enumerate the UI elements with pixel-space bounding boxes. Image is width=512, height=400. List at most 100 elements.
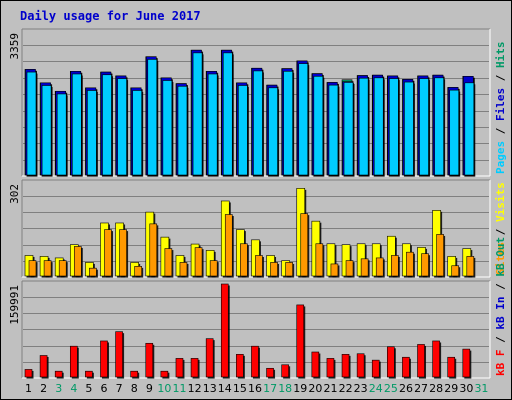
- bar-sites-day-1: [28, 260, 37, 277]
- bar-kbf-day-18: [281, 364, 289, 378]
- bar-pages-day-10: [162, 80, 173, 176]
- bar-kbf-day-6: [100, 340, 108, 378]
- bar-kbf-day-24: [371, 359, 380, 378]
- bar-sites-day-17: [270, 262, 278, 277]
- bar-kbf-day-21: [326, 358, 335, 378]
- bar-pages-day-20: [313, 76, 324, 176]
- bar-kbf-day-7: [115, 331, 123, 378]
- bar-pages-day-23: [358, 77, 369, 176]
- bar-pages-day-12: [192, 52, 203, 176]
- bar-sites-day-15: [240, 243, 248, 277]
- bar-sites-day-9: [149, 223, 158, 277]
- bar-sites-day-8: [134, 266, 142, 277]
- legend-separator: /: [494, 68, 507, 88]
- legend-separator: /: [494, 277, 507, 297]
- x-tick-label-day-4: 4: [70, 382, 77, 395]
- bar-kbf-day-15: [236, 354, 244, 378]
- bar-sites-day-25: [391, 255, 399, 277]
- legend-entry: kB Out: [494, 237, 507, 277]
- bar-pages-day-24: [373, 77, 384, 176]
- bar-kbf-day-28: [432, 340, 440, 378]
- x-tick-label-day-19: 19: [293, 382, 307, 395]
- bar-kbf-day-12: [190, 358, 199, 378]
- bar-pages-day-18: [283, 71, 293, 176]
- bar-pages-day-7: [117, 78, 127, 176]
- bar-pages-day-1: [26, 71, 37, 176]
- bar-kbf-day-30: [462, 348, 471, 378]
- bar-kbf-day-29: [447, 356, 456, 378]
- bar-sites-day-20: [315, 243, 324, 277]
- bar-sites-day-6: [104, 229, 112, 277]
- bar-sites-day-16: [255, 255, 263, 277]
- bar-pages-day-30: [464, 82, 475, 176]
- x-tick-label-day-23: 23: [354, 382, 368, 395]
- bar-pages-day-2: [41, 85, 52, 176]
- bar-sites-day-5: [89, 267, 97, 277]
- bar-pages-day-6: [102, 74, 112, 176]
- bar-pages-day-25: [389, 78, 399, 176]
- x-tick-label-day-18: 18: [278, 382, 292, 395]
- x-tick-label-day-17: 17: [263, 382, 277, 395]
- x-tick-label-day-16: 16: [248, 382, 262, 395]
- bar-kbf-day-5: [85, 370, 93, 378]
- y-max-label: 3359: [8, 33, 21, 60]
- x-tick-label-day-30: 30: [459, 382, 473, 395]
- x-tick-label-day-1: 1: [25, 382, 32, 395]
- x-tick-label-day-6: 6: [101, 382, 108, 395]
- bar-kbf-day-8: [130, 370, 138, 378]
- bar-kbf-day-10: [160, 370, 169, 378]
- x-tick-label-day-2: 2: [40, 382, 47, 395]
- bar-kbf-day-11: [175, 358, 184, 378]
- bar-sites-day-12: [194, 247, 203, 277]
- chart-title: Daily usage for June 2017: [20, 9, 201, 23]
- x-tick-label-day-14: 14: [218, 382, 232, 395]
- bar-pages-day-9: [147, 59, 158, 176]
- bar-kbf-day-14: [220, 283, 229, 378]
- bar-pages-day-5: [87, 90, 97, 176]
- bar-sites-day-29: [451, 265, 460, 277]
- bar-kbf-day-13: [205, 338, 214, 378]
- bar-kbf-day-25: [387, 346, 395, 378]
- x-tick-label-day-7: 7: [116, 382, 123, 395]
- bar-sites-day-18: [285, 262, 293, 277]
- bar-sites-day-13: [209, 260, 218, 277]
- bar-sites-day-22: [345, 260, 354, 277]
- legend-entry: Sites: [494, 242, 507, 275]
- legend-entry: kB F: [494, 350, 507, 377]
- bar-kbf-day-26: [402, 356, 410, 378]
- bar-sites-day-21: [330, 263, 339, 277]
- x-tick-label-day-9: 9: [146, 382, 153, 395]
- bar-pages-day-13: [207, 73, 218, 176]
- bar-kbf-day-23: [356, 353, 365, 378]
- bar-sites-day-24: [375, 257, 384, 277]
- bar-sites-day-14: [224, 214, 233, 277]
- y-max-label: 302: [8, 184, 21, 204]
- bar-pages-day-8: [132, 90, 142, 176]
- bar-kbf-day-3: [54, 370, 63, 378]
- bar-sites-day-7: [119, 229, 127, 277]
- bar-sites-day-23: [360, 258, 369, 277]
- x-tick-label-day-20: 20: [308, 382, 322, 395]
- bar-sites-day-19: [300, 213, 309, 277]
- bar-pages-day-3: [56, 93, 67, 176]
- x-tick-label-day-27: 27: [414, 382, 428, 395]
- bar-kbf-day-4: [69, 345, 78, 378]
- bar-pages-day-29: [449, 89, 460, 176]
- x-tick-label-day-26: 26: [399, 382, 413, 395]
- x-tick-label-day-3: 3: [55, 382, 62, 395]
- bar-pages-day-11: [177, 85, 188, 176]
- bar-pages-day-4: [71, 73, 82, 176]
- x-tick-label-day-5: 5: [85, 382, 92, 395]
- bar-sites-day-2: [43, 260, 52, 277]
- legend-entry: kB In: [494, 297, 507, 330]
- x-tick-label-day-25: 25: [384, 382, 398, 395]
- legend-entry: Visits: [494, 182, 507, 222]
- bar-kbf-day-27: [417, 344, 425, 378]
- bar-pages-day-22: [343, 82, 354, 176]
- bar-kbf-day-19: [296, 304, 305, 378]
- bar-sites-day-30: [466, 256, 475, 277]
- bar-pages-day-28: [434, 77, 444, 176]
- x-tick-label-day-21: 21: [323, 382, 337, 395]
- bar-kbf-day-16: [251, 345, 259, 378]
